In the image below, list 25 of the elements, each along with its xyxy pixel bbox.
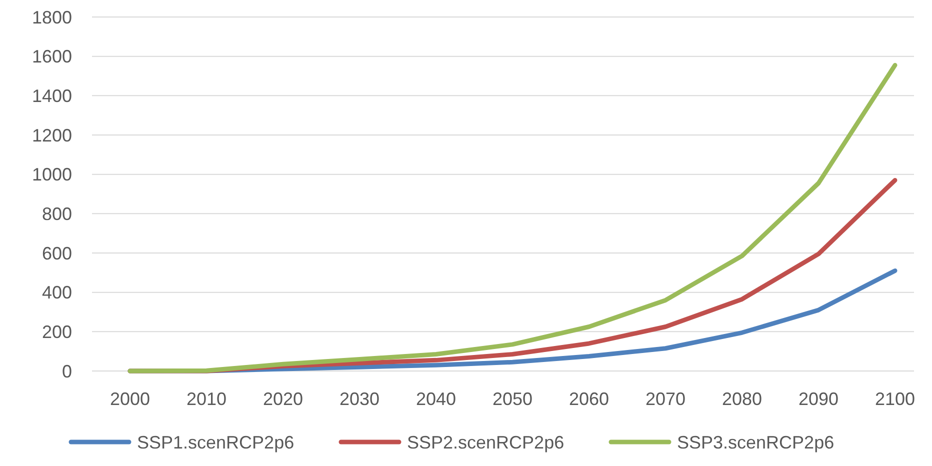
x-tick-label: 2050 — [492, 389, 533, 409]
x-tick-label: 2000 — [110, 389, 150, 409]
y-tick-label: 400 — [42, 282, 72, 303]
x-tick-label: 2080 — [722, 389, 762, 409]
x-tick-label: 2040 — [416, 389, 456, 409]
legend-label: SSP1.scenRCP2p6 — [137, 432, 294, 452]
x-tick-label: 2090 — [798, 389, 839, 409]
y-tick-label: 1600 — [32, 46, 72, 67]
y-tick-label: 1400 — [32, 86, 72, 106]
y-tick-label: 0 — [62, 361, 72, 382]
line-series — [128, 62, 898, 374]
x-tick-label: 2100 — [874, 389, 916, 409]
y-tick-label: 800 — [42, 204, 72, 224]
x-tick-label: 2020 — [262, 389, 304, 409]
y-tick-label: 1200 — [32, 125, 72, 146]
x-tick-label: 2060 — [568, 389, 610, 409]
y-tick-label: 200 — [42, 322, 72, 342]
legend-label: SSP3.scenRCP2p6 — [677, 432, 834, 452]
y-tick-label: 1800 — [32, 7, 72, 28]
y-tick-label: 600 — [42, 243, 72, 264]
y-tick-label: 1000 — [32, 164, 72, 185]
x-tick-label: 2070 — [645, 389, 686, 409]
x-tick-label: 2030 — [339, 389, 380, 409]
x-tick-label: 2010 — [186, 389, 227, 409]
legend-label: SSP2.scenRCP2p6 — [407, 432, 564, 452]
